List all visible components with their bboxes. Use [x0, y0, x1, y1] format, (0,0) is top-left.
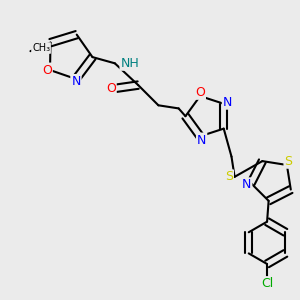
Text: N: N	[242, 178, 251, 191]
Text: Cl: Cl	[261, 277, 273, 290]
Text: NH: NH	[120, 57, 139, 70]
Text: N: N	[197, 134, 206, 146]
Text: O: O	[195, 86, 205, 99]
Text: O: O	[106, 82, 116, 95]
Text: CH₃: CH₃	[32, 43, 50, 53]
Text: N: N	[223, 96, 232, 109]
Text: O: O	[42, 64, 52, 76]
Text: S: S	[284, 155, 292, 168]
Text: S: S	[225, 170, 233, 183]
Text: N: N	[71, 75, 81, 88]
